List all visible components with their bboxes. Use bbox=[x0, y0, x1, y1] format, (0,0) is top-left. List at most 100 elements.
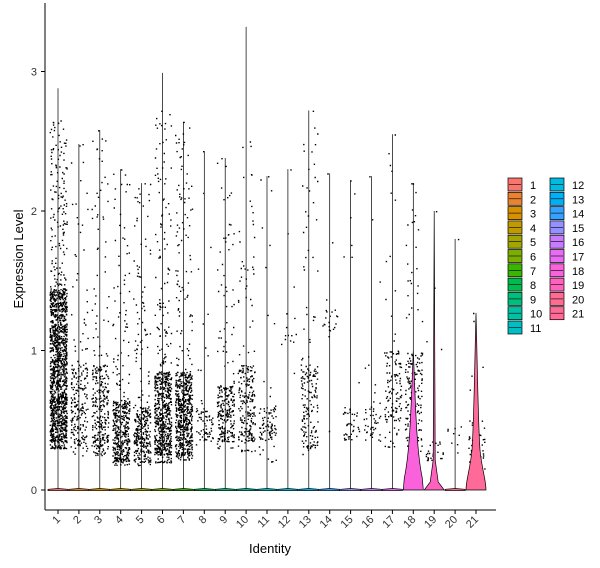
legend-item-8: 8 bbox=[507, 277, 536, 292]
violin-shape-2 bbox=[68, 144, 90, 492]
jitter-points-3 bbox=[91, 130, 110, 457]
legend-item-12: 12 bbox=[549, 177, 584, 192]
violin-8 bbox=[193, 151, 215, 492]
x-tick-label-3: 3 bbox=[92, 514, 105, 527]
violin-2 bbox=[68, 144, 90, 492]
jitter-group-13 bbox=[300, 110, 319, 456]
violin-shape-16 bbox=[361, 176, 382, 492]
violin-shape-3 bbox=[89, 130, 111, 492]
y-tick-label-3: 3 bbox=[31, 67, 37, 79]
violin-10 bbox=[235, 26, 257, 492]
jitter-group-20 bbox=[447, 238, 462, 454]
legend-label-3: 3 bbox=[530, 209, 536, 221]
violin-shape-10 bbox=[235, 26, 257, 492]
jitter-points-6 bbox=[154, 110, 173, 464]
legend-item-9: 9 bbox=[507, 292, 536, 306]
x-tick-label-1: 1 bbox=[50, 514, 63, 527]
jitter-group-7 bbox=[174, 121, 194, 461]
x-axis-label: Identity bbox=[249, 541, 291, 556]
violin-shape-6 bbox=[152, 72, 173, 492]
violin-17 bbox=[382, 134, 403, 492]
violin-14 bbox=[319, 173, 341, 492]
jitter-points-14 bbox=[322, 173, 339, 433]
legend-label-5: 5 bbox=[530, 237, 536, 249]
legend-label-14: 14 bbox=[572, 209, 584, 221]
violin-shape-4 bbox=[110, 169, 132, 492]
violin-15 bbox=[340, 180, 361, 492]
jitter-points-8 bbox=[195, 151, 214, 446]
jitter-points-2 bbox=[70, 144, 89, 457]
violin-shape-15 bbox=[340, 180, 361, 492]
x-tick-label-16: 16 bbox=[359, 514, 376, 531]
violin-shape-14 bbox=[319, 173, 341, 492]
jitter-group-16 bbox=[363, 176, 382, 442]
violin-7 bbox=[173, 121, 194, 492]
violin-shape-8 bbox=[193, 151, 215, 492]
legend-item-10: 10 bbox=[507, 306, 542, 321]
legend-label-1: 1 bbox=[530, 180, 536, 192]
violin-11 bbox=[256, 176, 278, 492]
jitter-points-17 bbox=[384, 134, 403, 448]
violin-shape-11 bbox=[256, 176, 278, 492]
violin-19 bbox=[423, 210, 445, 491]
violin-shape-17 bbox=[382, 134, 403, 492]
legend-item-19: 19 bbox=[549, 277, 584, 292]
legend-label-10: 10 bbox=[530, 309, 542, 321]
jitter-group-21 bbox=[468, 312, 486, 471]
violin-13 bbox=[298, 110, 320, 492]
jitter-group-5 bbox=[133, 183, 152, 467]
jitter-points-4 bbox=[112, 169, 131, 466]
violin-shape-7 bbox=[173, 121, 194, 492]
jitter-points-20 bbox=[447, 238, 462, 454]
jitter-points-5 bbox=[133, 183, 152, 467]
x-tick-label-21: 21 bbox=[464, 514, 481, 531]
violin-shape-9 bbox=[214, 157, 236, 492]
legend-label-4: 4 bbox=[530, 223, 536, 235]
x-tick-label-14: 14 bbox=[318, 514, 335, 531]
jitter-group-8 bbox=[195, 151, 214, 446]
legend-item-15: 15 bbox=[549, 220, 584, 235]
jitter-group-1 bbox=[49, 120, 68, 450]
x-tick-label-18: 18 bbox=[401, 514, 418, 531]
violin-21 bbox=[465, 312, 487, 491]
jitter-group-2 bbox=[70, 144, 89, 457]
jitter-points-1 bbox=[49, 120, 68, 450]
jitter-group-12 bbox=[281, 169, 297, 375]
jitter-group-3 bbox=[91, 130, 110, 457]
violin-shape-21 bbox=[465, 312, 487, 491]
jitter-group-11 bbox=[258, 176, 277, 463]
x-tick-label-2: 2 bbox=[71, 514, 84, 527]
legend-label-16: 16 bbox=[572, 237, 584, 249]
legend-item-7: 7 bbox=[507, 263, 536, 278]
x-tick-label-7: 7 bbox=[176, 514, 189, 527]
jitter-points-15 bbox=[342, 180, 361, 441]
x-tick-label-8: 8 bbox=[197, 514, 210, 527]
x-tick-label-15: 15 bbox=[339, 514, 356, 531]
violin-1 bbox=[47, 88, 69, 492]
legend-item-4: 4 bbox=[507, 220, 536, 235]
jitter-group-6 bbox=[154, 110, 173, 464]
violins bbox=[47, 26, 487, 492]
legend-label-12: 12 bbox=[572, 180, 584, 192]
legend-label-6: 6 bbox=[530, 252, 536, 264]
legend-label-2: 2 bbox=[530, 194, 536, 206]
violin-shape-13 bbox=[298, 110, 320, 492]
legend-item-3: 3 bbox=[507, 206, 536, 221]
violin-12 bbox=[277, 169, 299, 492]
violin-4 bbox=[110, 169, 132, 492]
y-tick-label-0: 0 bbox=[31, 485, 37, 497]
x-tick-label-9: 9 bbox=[218, 514, 231, 527]
legend-label-8: 8 bbox=[530, 280, 536, 292]
legend-label-11: 11 bbox=[530, 323, 541, 335]
legend-item-11: 11 bbox=[507, 320, 541, 335]
legend-label-21: 21 bbox=[572, 309, 584, 321]
violin-shape-12 bbox=[277, 169, 299, 492]
legend-item-1: 1 bbox=[507, 177, 536, 192]
jitter-group-4 bbox=[112, 169, 131, 466]
jitter-group-14 bbox=[322, 173, 339, 433]
violin-3 bbox=[89, 130, 111, 492]
legend-label-17: 17 bbox=[572, 252, 584, 264]
